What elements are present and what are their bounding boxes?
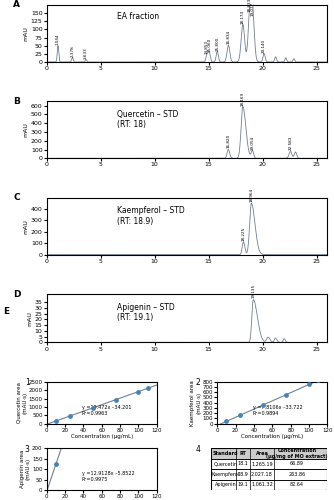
Text: 16.820: 16.820 [226,134,230,148]
Point [224,418,229,426]
Text: 66.89: 66.89 [290,462,304,466]
Point [67,412,72,420]
Text: Kaempferol: Kaempferol [212,472,240,477]
Text: 1,061.32: 1,061.32 [251,482,273,488]
Bar [211,458,327,469]
Point [90,404,95,412]
Text: 18.225: 18.225 [241,227,245,241]
Text: Kaempferol – STD
(RT: 18.9): Kaempferol – STD (RT: 18.9) [117,206,185,226]
Point [113,284,118,292]
Point [306,380,312,388]
Y-axis label: Quercetin area
(mAU·s): Quercetin area (mAU·s) [16,382,27,423]
Text: C: C [13,193,20,202]
Bar [211,480,327,490]
Point [136,216,141,224]
Text: Area: Area [256,451,269,456]
Text: A: A [13,0,20,10]
Text: 2,027.18: 2,027.18 [251,472,273,477]
Text: 82.64: 82.64 [290,482,304,488]
Text: Apigenin: Apigenin [215,482,236,488]
Text: D: D [13,290,21,299]
Y-axis label: mAU: mAU [23,26,28,41]
Point [145,384,150,392]
Text: 263.86: 263.86 [289,472,306,477]
Text: y =7.8106x –33.722
R²=0.9894: y =7.8106x –33.722 R²=0.9894 [253,405,302,415]
Y-axis label: mAU: mAU [27,310,32,326]
Text: 1.044: 1.044 [56,34,60,45]
Point [136,388,141,396]
Text: 3: 3 [25,444,30,454]
Text: Standard: Standard [213,451,238,456]
Text: 15.800: 15.800 [215,36,219,51]
Point [53,417,58,425]
Bar [211,448,327,458]
Text: Apigenin – STD
(RT: 19.1): Apigenin – STD (RT: 19.1) [117,302,175,322]
Point [283,390,289,398]
Text: 20.140: 20.140 [262,38,266,53]
Text: 1: 1 [25,378,29,388]
Text: 19.077: 19.077 [250,2,255,16]
Text: 19.135: 19.135 [251,284,255,298]
Text: y =12.9128x –5.8522
R²=0.9975: y =12.9128x –5.8522 R²=0.9975 [82,471,135,482]
Text: y =19.472x –34.201
R²=0.9963: y =19.472x –34.201 R²=0.9963 [82,405,132,415]
Text: 2.378: 2.378 [70,45,74,57]
Y-axis label: Kaempferol area
(mAU·s): Kaempferol area (mAU·s) [190,380,201,426]
Text: 18.174: 18.174 [241,10,245,24]
Y-axis label: mAU: mAU [23,218,28,234]
Text: 18.833: 18.833 [248,0,252,12]
Point [90,352,95,360]
Text: RT: RT [240,451,247,456]
Point [113,396,118,404]
X-axis label: Concentration (µg/mL): Concentration (µg/mL) [241,434,303,439]
Point [316,376,321,384]
Text: 18.169: 18.169 [241,92,245,106]
Point [237,411,243,419]
Text: 15.060: 15.060 [207,38,211,52]
Text: 18.1: 18.1 [238,462,249,466]
Point [67,420,72,428]
Text: 19.054: 19.054 [250,136,255,149]
Point [261,401,266,409]
Text: 18.964: 18.964 [249,188,254,202]
Text: 3.633: 3.633 [84,47,88,58]
Text: 2: 2 [195,378,200,388]
Y-axis label: mAU: mAU [23,122,28,137]
Text: E: E [3,308,9,316]
Text: 18.9: 18.9 [238,472,249,477]
Text: 14.853: 14.853 [205,40,209,54]
Text: B: B [13,97,20,106]
Point [53,460,58,468]
Bar [211,469,327,480]
Point [145,189,150,197]
Text: 1,265.19: 1,265.19 [251,462,273,466]
Text: Quercetin: Quercetin [214,462,238,466]
Text: Concentration
(µg/mg of MO extract): Concentration (µg/mg of MO extract) [266,448,328,458]
Text: 4: 4 [195,444,200,454]
Text: 22.583: 22.583 [289,136,293,150]
Text: 19.1: 19.1 [238,482,249,488]
X-axis label: Concentration (µg/mL): Concentration (µg/mL) [71,434,133,439]
Text: EA fraction: EA fraction [117,12,159,21]
Text: Quercetin – STD
(RT: 18): Quercetin – STD (RT: 18) [117,110,178,130]
Text: 16.834: 16.834 [226,30,230,44]
Y-axis label: Apigenin area
(mAU·s): Apigenin area (mAU·s) [20,450,31,488]
